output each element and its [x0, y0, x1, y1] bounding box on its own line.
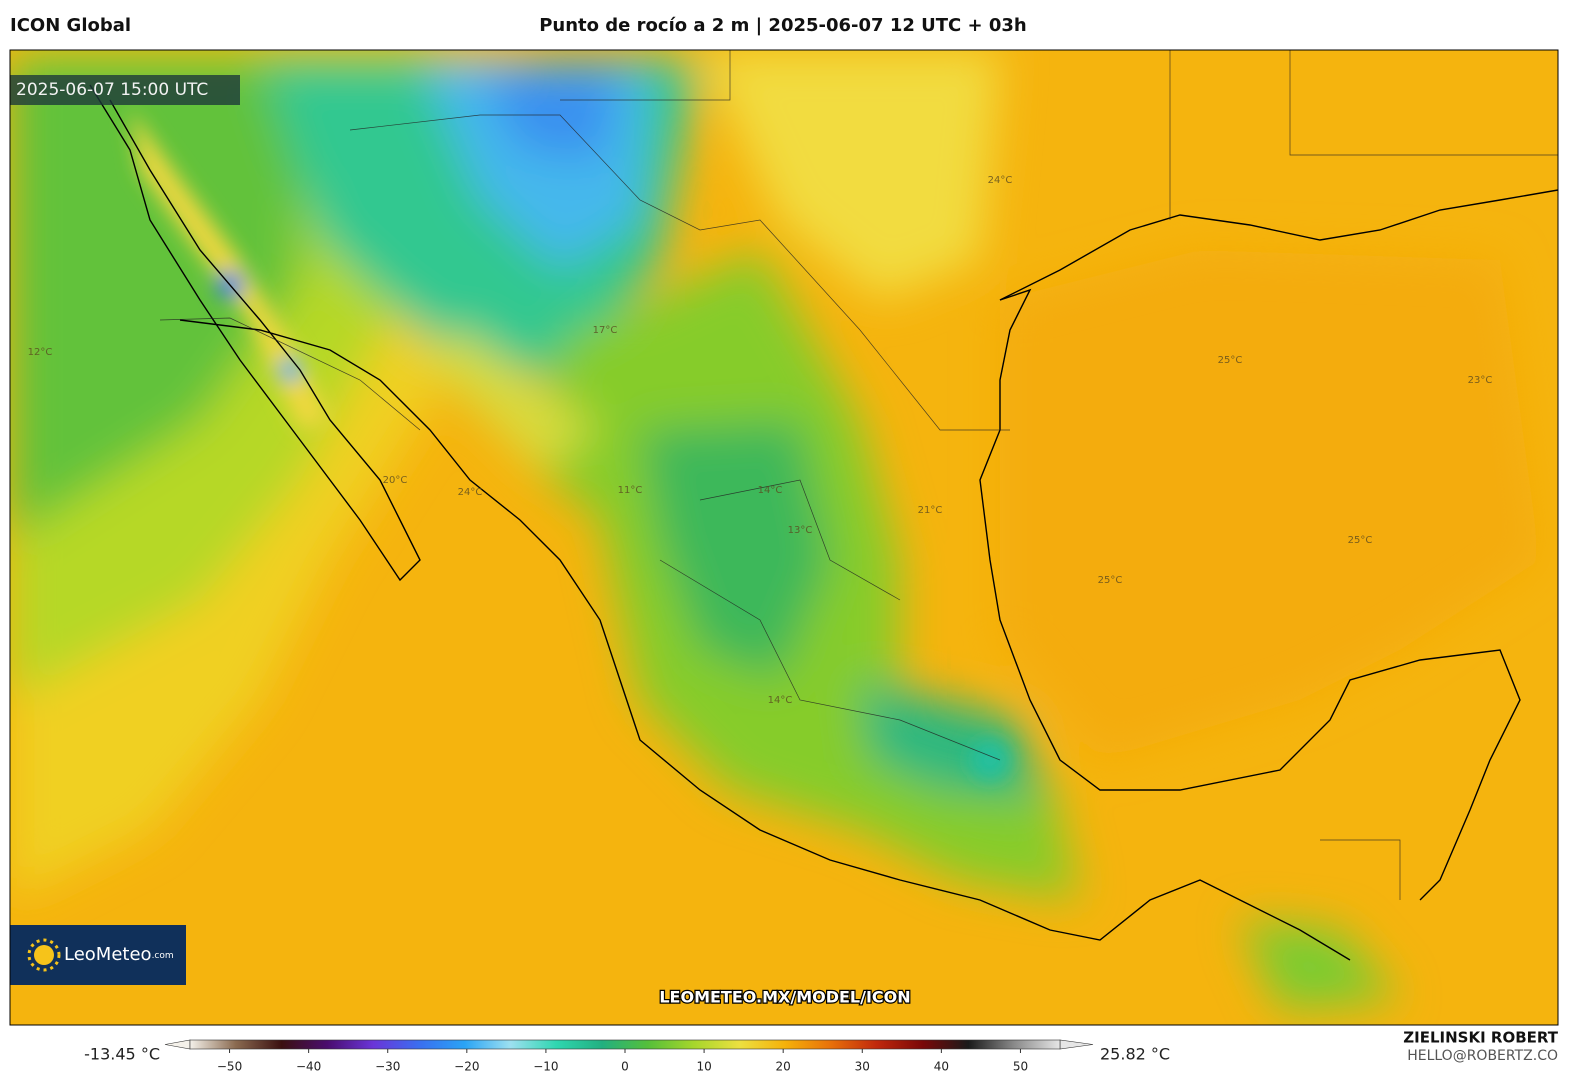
colorbar-low-extension — [164, 1039, 191, 1050]
contour-label: 25°C — [1218, 355, 1243, 366]
colorbar-tick-label: 10 — [696, 1060, 711, 1074]
colorbar-min: -13.45 °C — [84, 1045, 160, 1064]
contour-label: 24°C — [458, 487, 483, 498]
logo: LeoMeteo.com — [64, 944, 174, 965]
colorbar-tick-label: 30 — [855, 1060, 870, 1074]
contour-labels: 24°C 25°C 24°C 23°C 14°C 11°C 14°C 13°C 20°C 12°C… — [28, 175, 1493, 706]
logo-rays — [27, 938, 61, 972]
timestamp: 2025-06-07 15:00 UTC — [16, 80, 208, 100]
credit-author: ZIELINSKI ROBERT — [1403, 1029, 1558, 1047]
map-frame — [9, 49, 1559, 1026]
colorbar-tick-label: −30 — [375, 1060, 400, 1074]
credit-email: HELLO@ROBERTZ.CO — [1407, 1048, 1558, 1064]
colorbar-tick-label: 20 — [776, 1060, 791, 1074]
colorbar-max: 25.82 °C — [1100, 1045, 1170, 1064]
contour-label: 14°C — [758, 485, 783, 496]
contour-label: 25°C — [1348, 535, 1373, 546]
colorbar-tick-label: −10 — [533, 1060, 558, 1074]
colorbar-high-extension — [1059, 1039, 1094, 1050]
colorbar: -13.45 °C 25.82 °C −50 −40 −30 −20 −10 0 10 20 3… — [84, 1039, 1170, 1074]
contour-label: 17°C — [593, 325, 618, 336]
contour-label: 11°C — [618, 485, 643, 496]
colorbar-tick-label: 0 — [621, 1060, 629, 1074]
logo-name: LeoMeteo — [64, 944, 152, 965]
timestamp-box — [10, 75, 240, 105]
borders — [159, 50, 1558, 900]
contour-label: 21°C — [918, 505, 943, 516]
contour-label: 25°C — [1098, 575, 1123, 586]
colorbar-tick-label: −20 — [454, 1060, 479, 1074]
coastlines — [89, 84, 1558, 961]
colorbar-bar — [189, 1039, 1061, 1050]
contour-label: 20°C — [383, 475, 408, 486]
contour-label: 24°C — [988, 175, 1013, 186]
dewpoint-field — [10, 50, 1540, 1010]
colorbar-tick-label: 40 — [934, 1060, 949, 1074]
watermark: LEOMETEO.MX/MODEL/ICON — [659, 988, 910, 1007]
contour-label: 23°C — [1468, 375, 1493, 386]
logo-suffix: .com — [152, 951, 174, 961]
contour-label: 13°C — [788, 525, 813, 536]
colorbar-tick-label: 50 — [1013, 1060, 1028, 1074]
map-title: Punto de rocío a 2 m | 2025-06-07 12 UTC… — [539, 15, 1027, 36]
map: 24°C 25°C 24°C 23°C 14°C 11°C 14°C 13°C 20°C 12°C… — [10, 50, 1558, 1025]
contour-label: 14°C — [768, 695, 793, 706]
colorbar-tick-label: −40 — [296, 1060, 321, 1074]
model-name: ICON Global — [10, 15, 131, 36]
colorbar-tick-label: −50 — [217, 1060, 242, 1074]
logo-sun — [34, 945, 54, 965]
contour-label: 12°C — [28, 347, 53, 358]
